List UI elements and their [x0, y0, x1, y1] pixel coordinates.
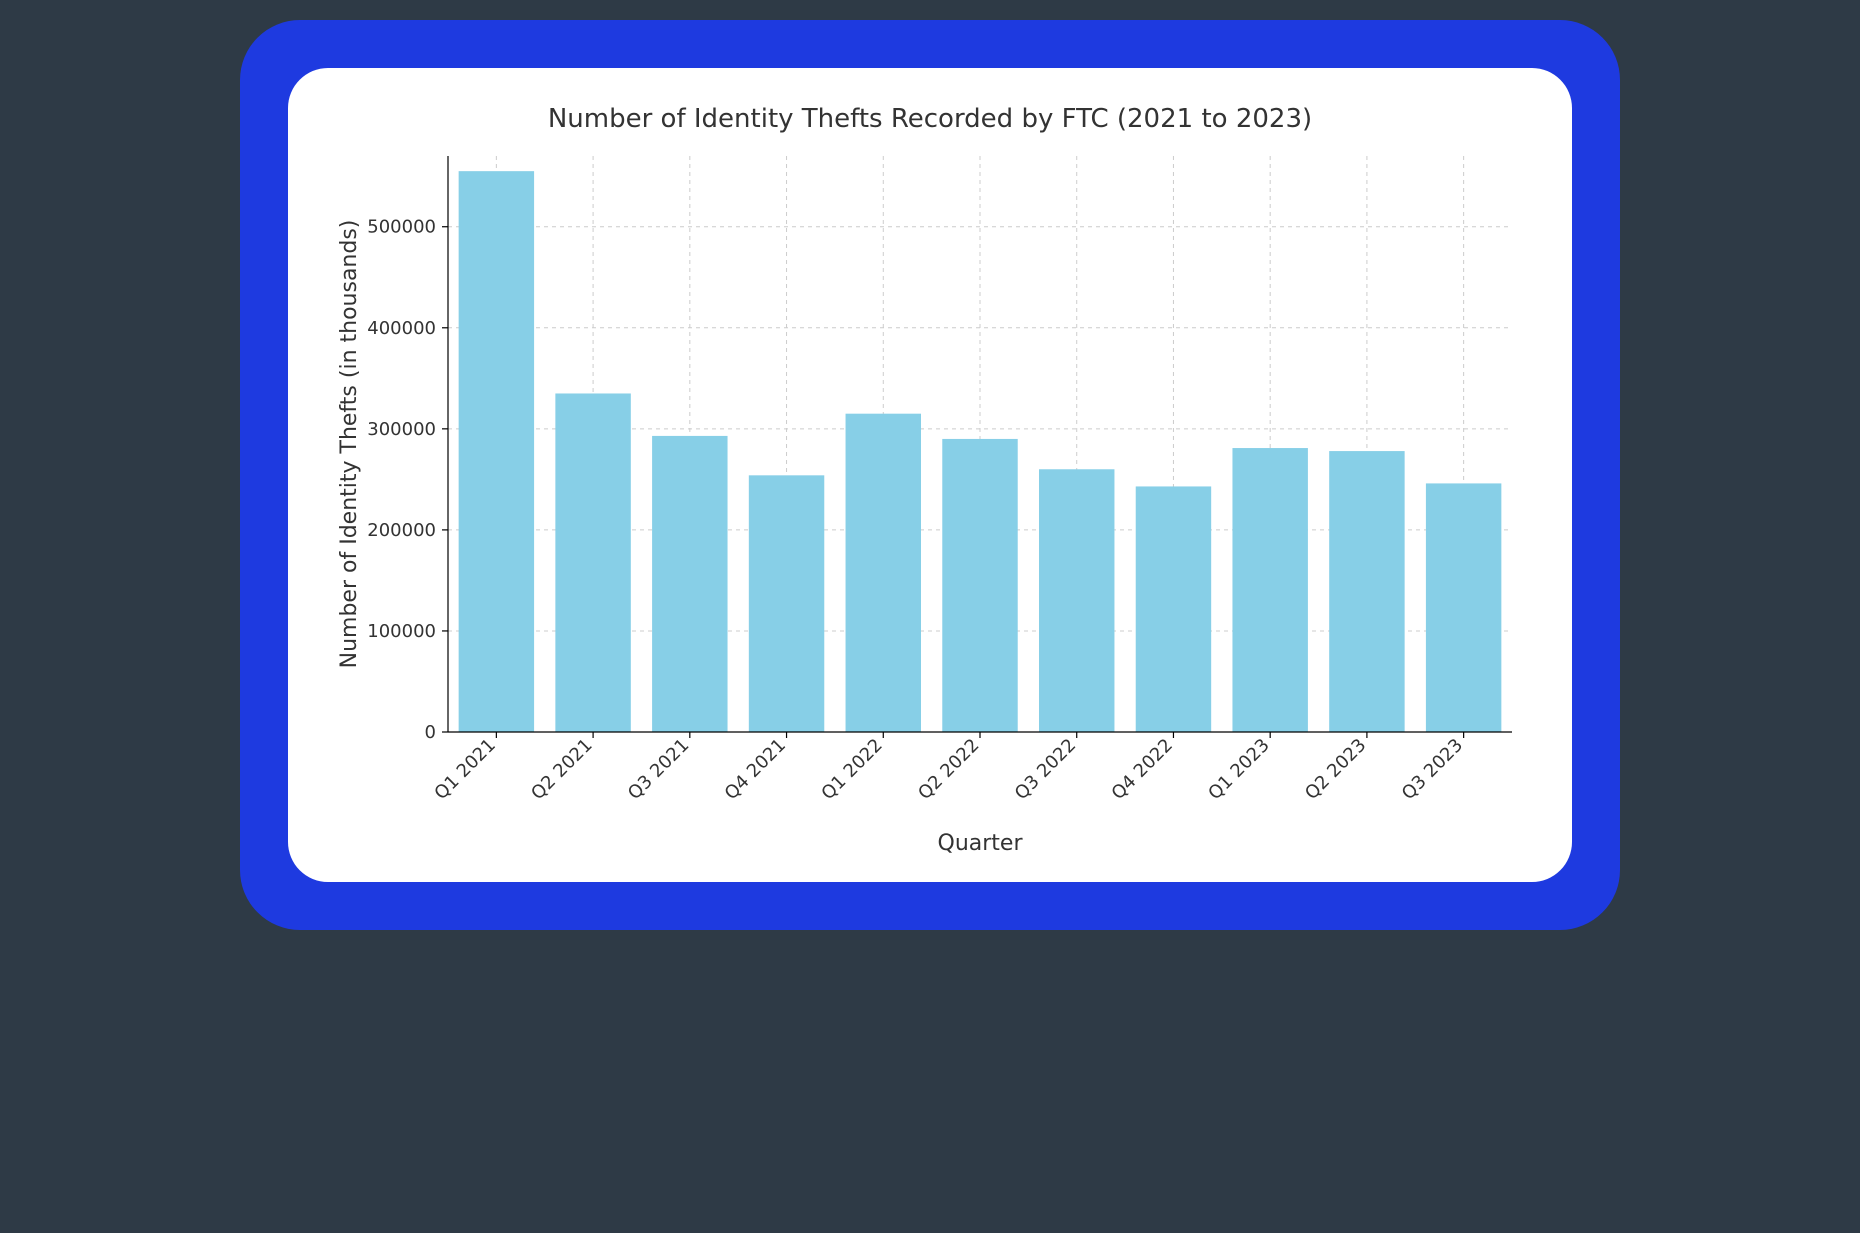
x-tick-label: Q2 2022: [914, 735, 983, 804]
bar-chart-svg: 0 100000 200000 300000 400000 500000 Q1 2021 Q2…: [328, 146, 1532, 862]
outer-frame: Number of Identity Thefts Recorded by FT…: [240, 20, 1620, 930]
bar: [1426, 483, 1501, 732]
bar: [555, 393, 630, 732]
x-tick-label: Q4 2021: [721, 735, 790, 804]
x-tick-label: Q1 2022: [817, 735, 886, 804]
bar: [846, 414, 921, 732]
bar: [1136, 486, 1211, 732]
chart-area: 0 100000 200000 300000 400000 500000 Q1 2021 Q2…: [328, 146, 1532, 862]
bar: [1232, 448, 1307, 732]
bar: [942, 439, 1017, 732]
x-tick-label: Q3 2022: [1011, 735, 1080, 804]
y-tick-label: 300000: [367, 419, 436, 440]
y-tick-label: 0: [425, 722, 436, 743]
y-tick-label: 500000: [367, 217, 436, 238]
x-tick-label: Q2 2021: [527, 735, 596, 804]
y-axis-label: Number of Identity Thefts (in thousands): [337, 220, 362, 669]
x-tick-label: Q2 2023: [1301, 735, 1370, 804]
x-tick-label: Q1 2021: [430, 735, 499, 804]
x-tick-label: Q3 2023: [1398, 735, 1467, 804]
chart-card: Number of Identity Thefts Recorded by FT…: [288, 68, 1572, 882]
x-tick-label: Q3 2021: [624, 735, 693, 804]
bar: [459, 171, 534, 732]
bar: [652, 436, 727, 732]
bar: [749, 475, 824, 732]
y-tick-label: 400000: [367, 318, 436, 339]
y-tick-label: 100000: [367, 621, 436, 642]
x-tick-label: Q1 2023: [1204, 735, 1273, 804]
chart-title: Number of Identity Thefts Recorded by FT…: [328, 104, 1532, 134]
bar: [1329, 451, 1404, 732]
x-tick-label: Q4 2022: [1108, 735, 1177, 804]
bar: [1039, 469, 1114, 732]
x-axis-label: Quarter: [938, 831, 1024, 856]
y-tick-label: 200000: [367, 520, 436, 541]
